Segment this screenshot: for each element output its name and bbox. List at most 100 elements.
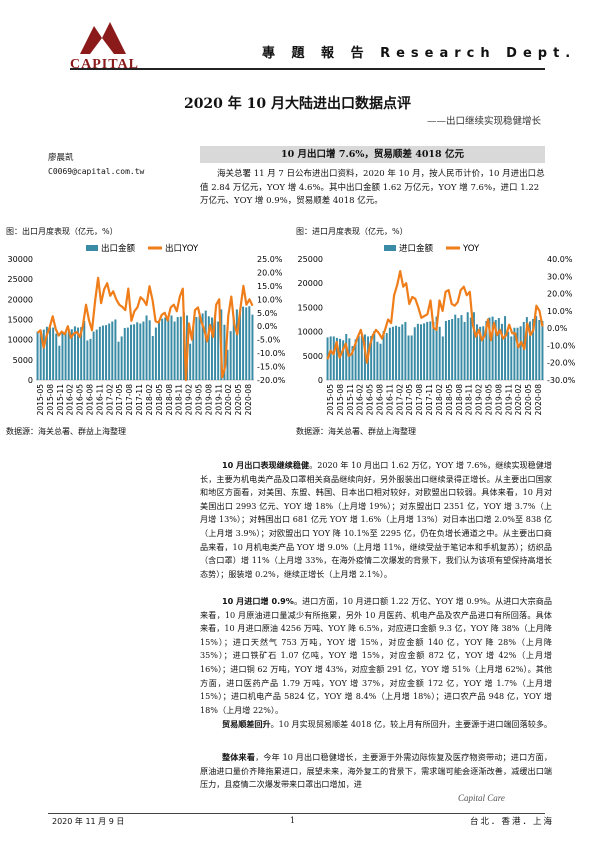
page-subtitle: ——出口继续实现稳健增长 (426, 116, 541, 127)
bar (210, 317, 213, 380)
section-surplus-heading: 贸易顺差回升 (222, 719, 271, 729)
x-tick-label: 2016-11 (95, 384, 104, 416)
right-tick-label: 0.0% (547, 324, 568, 333)
bar (519, 326, 522, 380)
bar (120, 336, 123, 380)
legend-bar-label: 进口金额 (399, 243, 434, 254)
bar (510, 336, 513, 380)
x-tick-label: 2020-02 (224, 384, 233, 416)
bar (176, 317, 179, 380)
footer-cities: 台北．香港．上海 (470, 817, 555, 827)
x-tick-label: 2017-11 (135, 384, 144, 416)
x-tick-label: 2016-02 (66, 384, 75, 416)
bar (373, 331, 376, 380)
bar (332, 336, 335, 380)
x-tick-label: 2019-08 (204, 384, 213, 416)
bar (136, 322, 139, 380)
right-tick-label: -5.0% (257, 336, 281, 345)
x-tick-label: 2020-08 (534, 384, 543, 416)
bar (451, 319, 454, 380)
bar (117, 341, 120, 380)
bar (226, 349, 229, 380)
bar (195, 317, 198, 380)
section-imports-heading: 10 月进口增 0.9% (222, 596, 294, 606)
x-tick-label: 2018-11 (465, 384, 474, 416)
bar (145, 315, 148, 380)
bar (479, 326, 482, 380)
section-exports-heading: 10 月出口表现继续稳健 (222, 460, 310, 470)
section-overall: 整体来看，今年 10 月出口稳健增长，主要源于外需边际恢复及医疗物资带动；进口方… (200, 751, 552, 792)
x-tick-label: 2017-02 (395, 384, 404, 416)
bar (114, 319, 117, 380)
x-tick-label: 2018-02 (145, 384, 154, 416)
section-surplus: 贸易顺差回升。10 月实现贸易顺差 4018 亿，较上月有所回升，主要源于进口端… (200, 718, 552, 732)
brand-mark: Capital Care (458, 793, 505, 803)
bar (463, 321, 466, 380)
bar (42, 329, 45, 380)
bar (170, 315, 173, 380)
right-tick-label: 5.0% (257, 309, 278, 318)
x-tick-label: 2018-05 (155, 384, 164, 416)
bar (189, 343, 192, 380)
bar (528, 321, 531, 380)
left-tick-label: 10000 (8, 336, 33, 345)
bar (504, 316, 507, 380)
right-tick-label: 10.0% (547, 307, 573, 316)
x-tick-label: 2015-08 (336, 384, 345, 416)
x-tick-label: 2016-08 (376, 384, 385, 416)
bar (351, 346, 354, 380)
bar (242, 306, 245, 380)
bar (363, 334, 366, 380)
bar (345, 334, 348, 380)
x-tick-label: 2019-05 (485, 384, 494, 416)
bar (466, 312, 469, 380)
bar (105, 325, 108, 380)
import-chart: 25000 20000 15000 10000 5000 0 40.0% 30.0% 20.0%… (298, 243, 576, 416)
bar (133, 324, 136, 380)
export-chart: 30000 25000 20000 15000 10000 5000 0 25.0% 20.0%… (8, 243, 286, 416)
author-name: 廖晨凯 (48, 153, 74, 163)
bar (173, 321, 176, 380)
right-tick-label: -20.0% (257, 376, 286, 385)
left-tick-label: 20000 (298, 279, 323, 288)
bar (419, 324, 422, 380)
section-surplus-text: 。10 月实现贸易顺差 4018 亿，较上月有所回升，主要源于进口端回落较多。 (270, 719, 553, 729)
bar (129, 324, 132, 380)
right-tick-label: 0.0% (257, 322, 278, 331)
bar (454, 314, 457, 380)
bar (108, 323, 111, 380)
section-imports-text: 。进口方面，10 月进口额 1.22 万亿、YOY 增 0.9%。从进口大宗商品… (200, 596, 552, 715)
x-tick-label: 2017-05 (405, 384, 414, 416)
export-chart-caption: 图：出口月度表现（亿元，%） (6, 227, 118, 236)
bar (151, 336, 154, 380)
bar (497, 318, 500, 380)
bar (198, 316, 201, 380)
x-tick-label: 2018-02 (435, 384, 444, 416)
bar (494, 319, 497, 380)
bar (482, 326, 485, 380)
capital-logo-icon (80, 22, 126, 54)
bar (164, 317, 167, 380)
x-tick-label: 2020-02 (514, 384, 523, 416)
page-title: 2020 年 10 月大陆进出口数据点评 (183, 96, 412, 112)
right-tick-label: 40.0% (547, 255, 573, 264)
bar (83, 321, 86, 380)
bar (179, 316, 182, 380)
section-exports: 10 月出口表现继续稳健。2020 年 10 月出口 1.62 万亿，YOY 增… (200, 459, 552, 581)
bar (413, 327, 416, 380)
bar (538, 319, 541, 380)
author-email[interactable]: C0069@capital.com.tw (48, 167, 145, 176)
bar (92, 331, 95, 380)
x-tick-label: 2018-05 (445, 384, 454, 416)
right-tick-label: 25.0% (257, 255, 283, 264)
bar (407, 335, 410, 380)
legend-line-label: 出口YOY (165, 243, 199, 254)
bar (370, 335, 373, 380)
bar (61, 332, 64, 380)
bar (513, 327, 516, 380)
bar (444, 320, 447, 380)
bar (39, 330, 42, 380)
left-tick-label: 15000 (298, 303, 323, 312)
headline-box: 10 月出口增 7.6%，贸易顺差 4018 亿元 (200, 146, 545, 163)
bar (476, 324, 479, 380)
